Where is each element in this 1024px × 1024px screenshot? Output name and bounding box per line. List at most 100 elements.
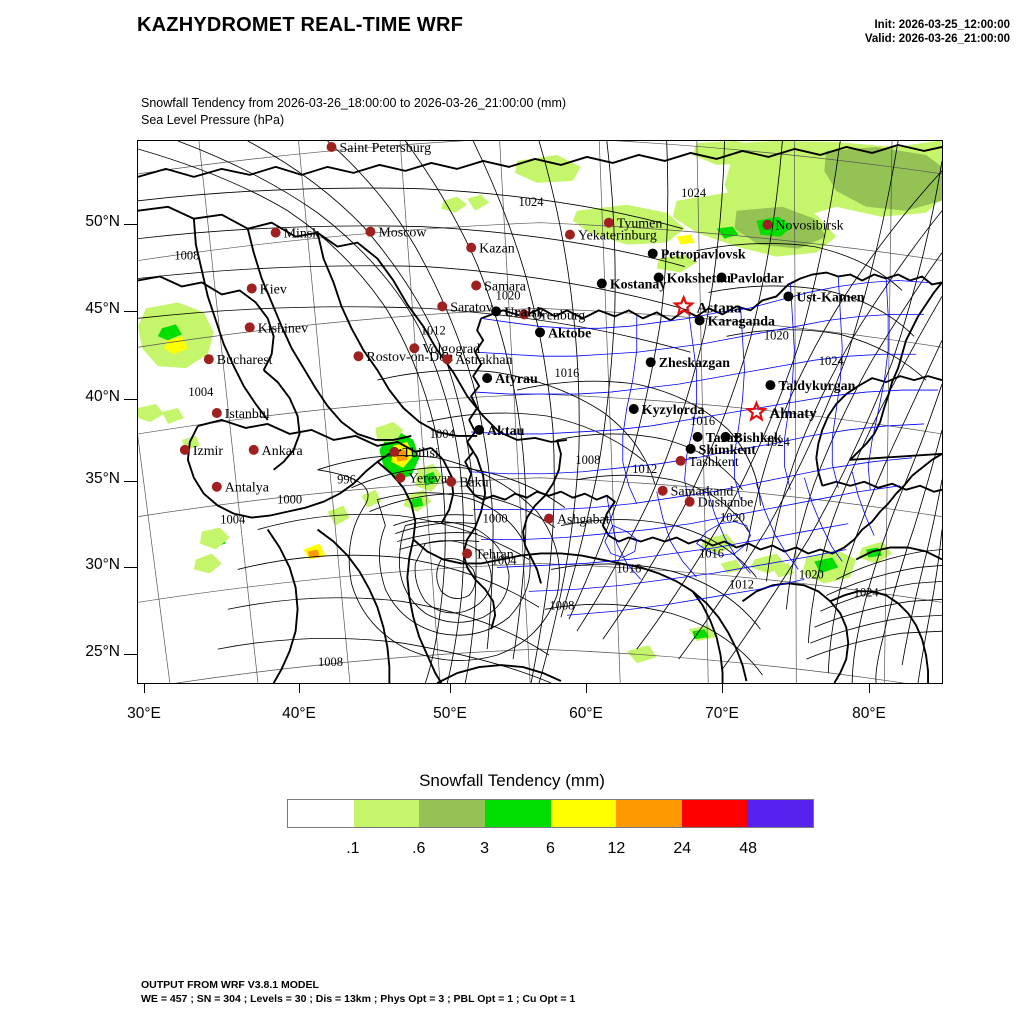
city-dot [716,272,727,283]
city-marker: Antalya [211,481,269,496]
colorbar-swatch-7[interactable] [747,800,813,827]
colorbar-swatch-4[interactable] [550,800,617,827]
city-dot [326,141,337,152]
isobar-label: 1024 [854,585,880,599]
lon-tick-label: 30°E [127,705,161,722]
city-label: Karaganda [708,314,775,329]
colorbar-tick-label: 48 [739,840,758,857]
lat-tick-label: 50°N [85,213,120,230]
city-label: Ashgabat [557,513,610,528]
city-dot [491,306,502,317]
city-dot [248,444,259,455]
isobar-label: 1008 [174,249,199,263]
init-time-label: Init: 2026-03-25_12:00:00 [874,19,1010,31]
city-marker: Samara [471,279,526,294]
city-marker: Zheskazgan [645,356,730,371]
city-marker: Kostanay [596,277,667,292]
city-dot [482,373,493,384]
lat-tick-label: 25°N [85,643,120,660]
city-marker: Yerevan [395,472,454,487]
city-dot [474,424,485,435]
city-marker: Dushanbe [684,496,754,511]
city-label: Dushanbe [698,496,754,511]
isobar-label: 1004 [220,513,246,527]
colorbar-tick-labels: .1 .6 3 6 12 24 48 [287,840,814,862]
city-dot [762,219,773,230]
capital-marker: Almaty [745,400,817,422]
lon-tick-mark [450,684,451,693]
city-dot [543,513,554,524]
city-label: Minsk [284,227,320,242]
colorbar-title: Snowfall Tendency (mm) [419,771,605,790]
colorbar-swatch-2[interactable] [419,800,485,827]
city-marker: Ust-Kamen [783,290,865,305]
colorbar-swatch-5[interactable] [616,800,682,827]
colorbar-swatch-6[interactable] [681,800,748,827]
city-dot [647,248,658,259]
city-dot [535,327,545,338]
lon-tick-mark [586,684,587,693]
weather-map[interactable]: 1024 1024 1008 1020 1012 1020 1024 1016 1016 1004… [137,140,943,684]
isobar-label: 1016 [616,561,641,575]
lon-tick-mark [144,684,145,693]
city-label: Bucharest [217,353,273,368]
city-marker: Bucharest [203,353,273,368]
city-marker: Saint Petersburg [326,141,431,156]
capital-star-icon [672,294,696,317]
city-label: Rostov-on-Don [366,350,453,365]
city-label: Kazan [479,242,515,257]
colorbar-swatch-0[interactable] [288,800,354,827]
city-marker: Istanbul [211,407,270,422]
colorbar-swatch-3[interactable] [484,800,551,827]
city-dot [564,229,575,240]
lon-tick-label: 70°E [705,705,739,722]
colorbar[interactable] [287,799,814,828]
city-label: Petropavlovsk [661,248,746,263]
capital-marker: Astana [672,294,742,317]
city-label: Antalya [225,481,269,496]
city-dot [657,485,668,496]
city-marker: Ankara [248,444,303,459]
lat-tick-mark [124,481,138,482]
colorbar-swatch-1[interactable] [353,800,420,827]
city-marker: Minsk [270,227,320,242]
city-dot [409,343,420,354]
city-marker: Kazan [466,242,515,257]
city-label: Kyzylorda [642,403,705,418]
lat-tick-label: 35°N [85,470,120,487]
city-label: Saratov [450,300,493,315]
lat-tick-mark [124,654,138,655]
isobar-labels: 1024 1024 1008 1020 1012 1020 1024 1016 1016 1004… [174,186,879,669]
isobar-label: 1004 [492,553,518,567]
city-label: Bishkek [734,431,782,446]
city-label: Yekaterinburg [578,229,657,244]
lat-tick-label: 45°N [85,300,120,317]
isobar-label: 1016 [690,414,715,428]
city-marker: Volgograd [409,342,480,357]
colorbar-tick-label: 6 [546,840,555,857]
city-dot [596,278,607,289]
isobar-label: 1004 [188,385,214,399]
isobar-label: 1024 [765,435,791,449]
colorbar-tick-label: 3 [480,840,490,857]
city-marker: Aktobe [535,326,591,341]
city-dot [389,446,400,457]
city-marker: Tyumen [603,217,663,232]
city-marker: Ashgabat [543,513,610,528]
city-dot [471,280,482,291]
city-marker: Kiev [246,282,287,297]
city-dot [692,431,703,442]
lon-tick-mark [869,684,870,693]
colorbar-tick-label: 12 [607,840,626,857]
city-dot [603,217,614,228]
city-label: Tbilisi [402,446,439,461]
lon-tick-label: 40°E [282,705,316,722]
isobar-label: 1020 [720,511,745,525]
city-marker: Baku [446,476,489,491]
city-label: Kostanay [610,277,667,292]
city-label: Tashkent [689,455,739,470]
city-marker: Kokshetau [653,271,731,286]
city-label: Tyumen [617,217,663,232]
isobar-label: 1008 [575,453,600,467]
